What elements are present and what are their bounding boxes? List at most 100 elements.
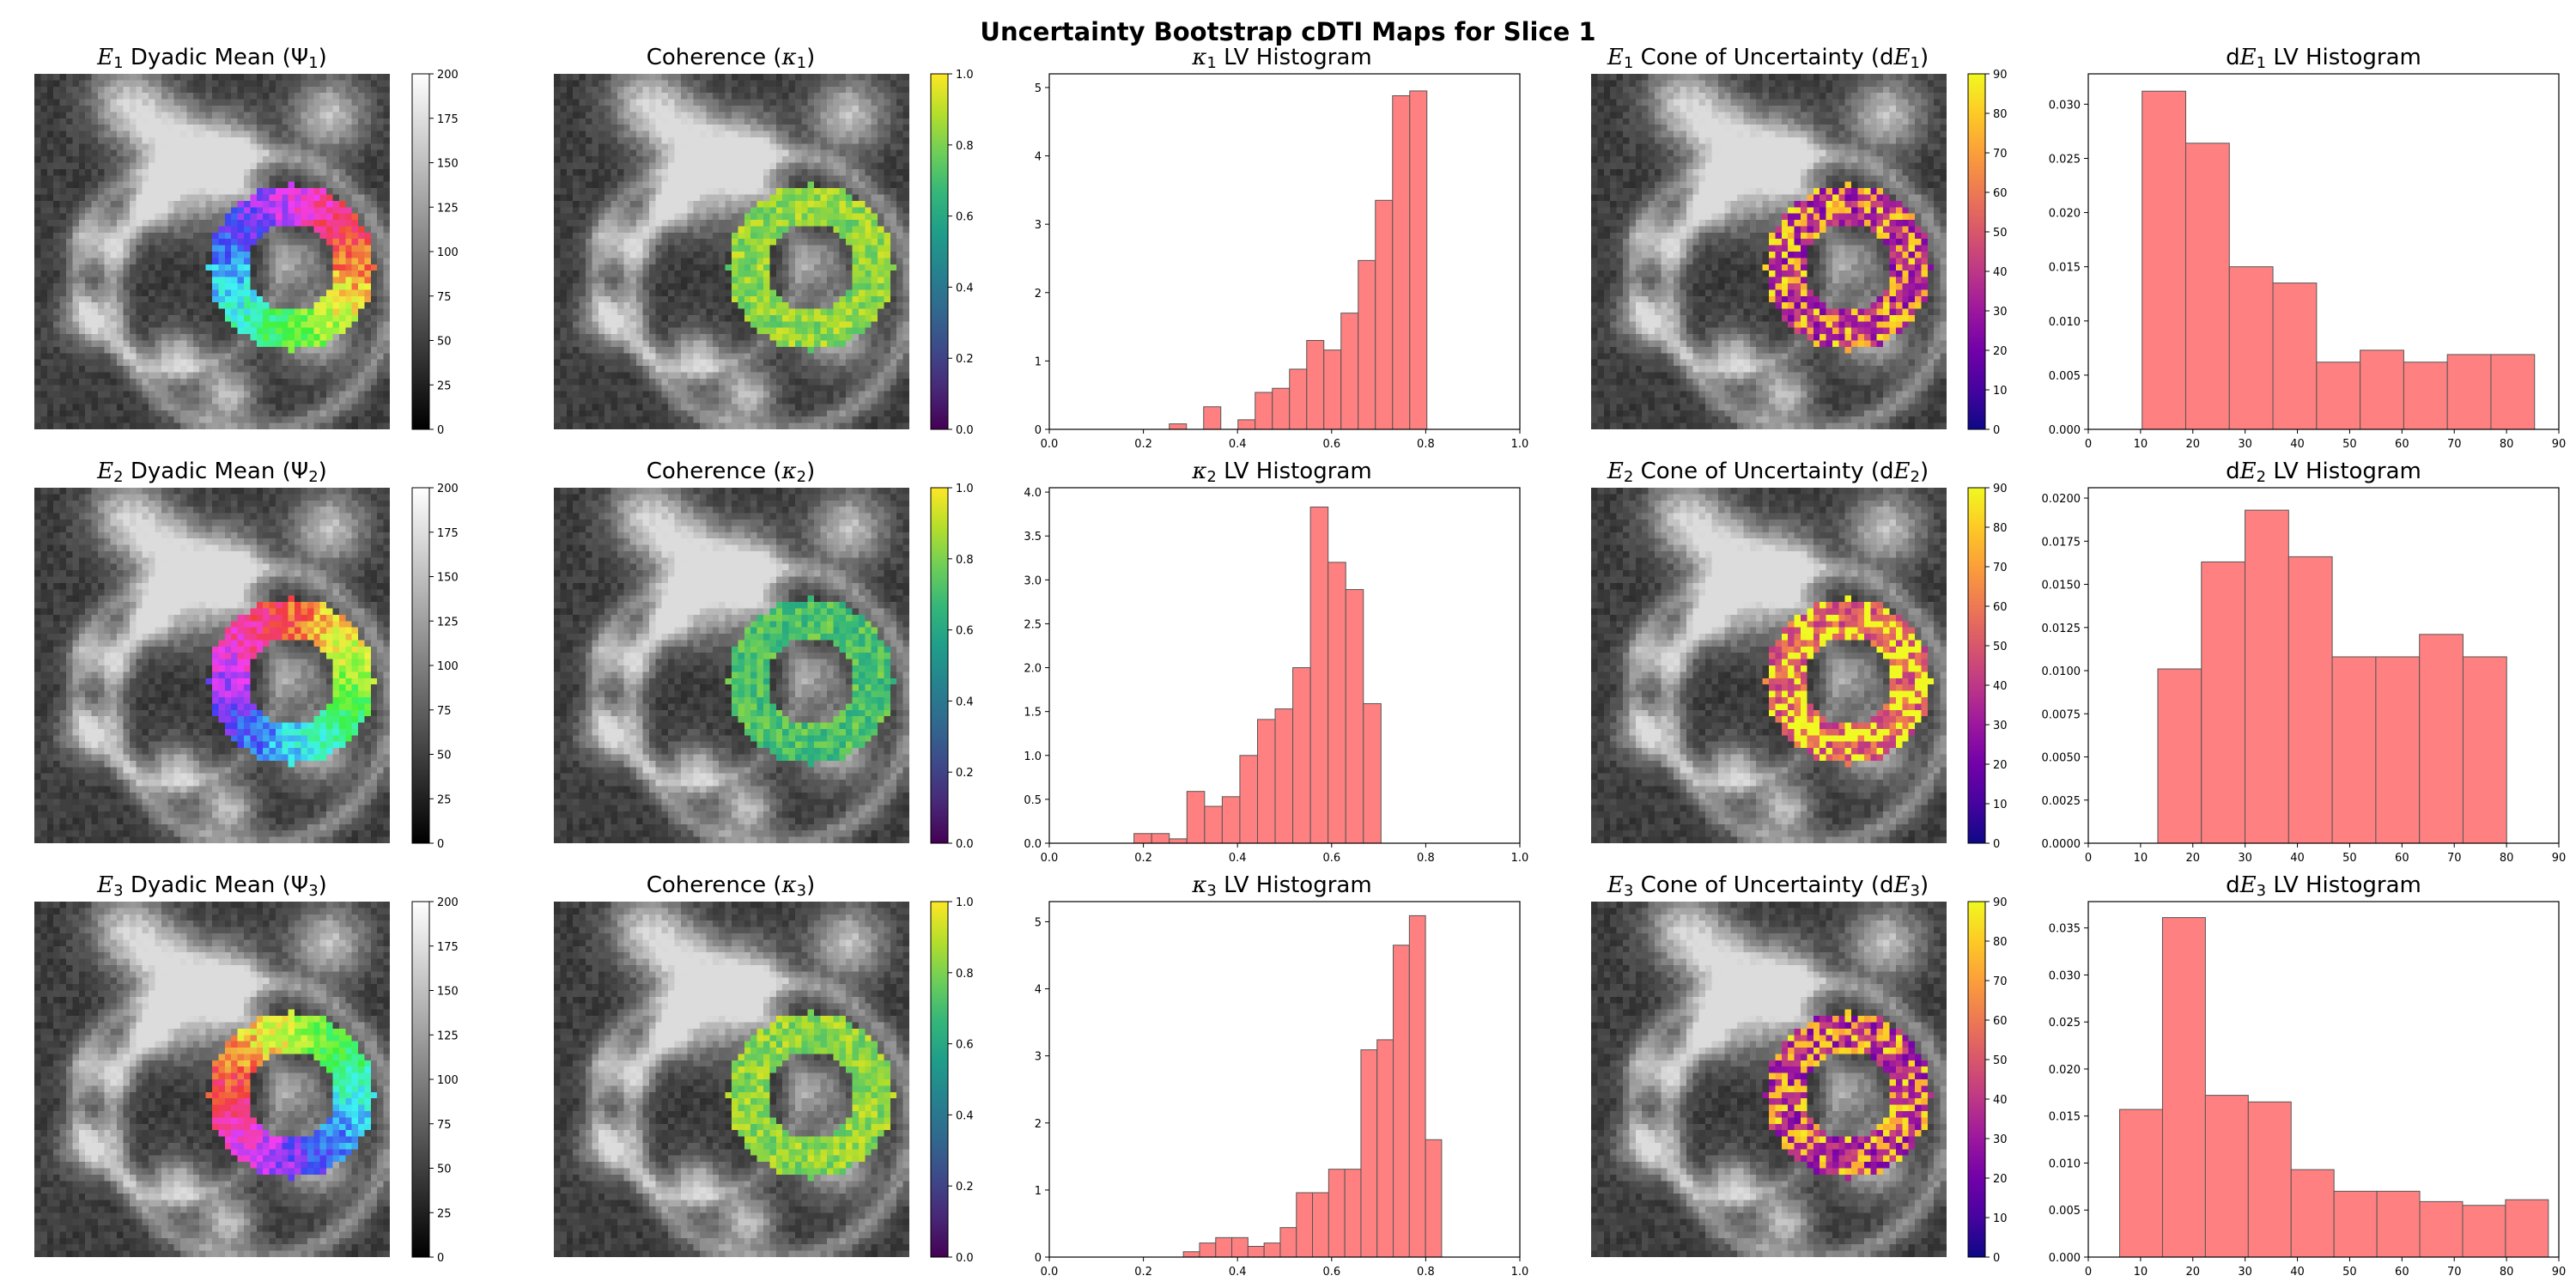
gray-colorbar-row3-tick-label: 125: [437, 1030, 459, 1042]
x-tick-label: 60: [2395, 1266, 2409, 1279]
viridis-colorbar-row2-tick-label: 0.4: [956, 696, 974, 708]
histogram-bar: [1169, 838, 1188, 844]
x-tick-label: 50: [2342, 852, 2357, 865]
x-tick-label: 10: [2134, 852, 2148, 865]
y-tick-label: 3.5: [1024, 531, 1042, 544]
histogram-bar: [1186, 791, 1206, 844]
gray-colorbar-row3-tick-label: 150: [437, 986, 459, 999]
y-tick-label: 3: [1035, 1051, 1042, 1064]
gray-colorbar-row2: [411, 487, 430, 844]
plasma-colorbar-row2-tick-label: 10: [1993, 799, 2008, 811]
plasma-colorbar-row3-tick-label: 10: [1993, 1212, 2008, 1225]
y-tick-label: 0.030: [2049, 99, 2081, 112]
viridis-colorbar-row3-tick-label: 0.0: [956, 1252, 974, 1265]
histogram-bar: [2201, 561, 2246, 844]
x-tick-label: 90: [2552, 438, 2567, 451]
histogram-bar: [1272, 387, 1291, 430]
histogram-bar: [1199, 1242, 1217, 1258]
histogram-bar: [1204, 805, 1223, 844]
y-tick-label: 0.0100: [2042, 665, 2081, 678]
x-tick-label: 70: [2447, 438, 2462, 451]
histogram-bar: [2462, 656, 2507, 844]
histogram-bar: [1263, 1242, 1281, 1258]
x-tick-label: 50: [2342, 1266, 2357, 1279]
histogram-bar: [2161, 917, 2206, 1258]
histogram-bar: [1363, 702, 1382, 844]
histogram-bar: [2119, 1109, 2163, 1258]
x-tick-label: 70: [2447, 1266, 2462, 1279]
histogram-bar: [1169, 423, 1188, 430]
gray-colorbar-row3-tick-label: 75: [437, 1119, 452, 1132]
plasma-colorbar-row1-tick-label: 20: [1993, 345, 2008, 358]
y-tick-label: 2: [1035, 288, 1042, 301]
histogram-bar: [2375, 656, 2421, 844]
viridis-colorbar-row1-tick-label: 0.0: [956, 424, 974, 437]
panel-title-r1c4: E1 Cone of Uncertainty (dE1): [1607, 45, 1929, 72]
gray-colorbar-row1-tick-label: 150: [437, 158, 459, 171]
gray-colorbar-row2-tick-label: 175: [437, 527, 459, 540]
y-tick-label: 3: [1035, 219, 1042, 232]
plasma-colorbar-row3-tick-label: 20: [1993, 1173, 2008, 1186]
x-tick-label: 0: [2085, 1266, 2092, 1279]
y-tick-label: 4.0: [1024, 487, 1042, 500]
plasma-colorbar-row3-tick-label: 0: [1993, 1252, 2000, 1265]
plasma-colorbar-row1-tick-label: 40: [1993, 266, 2008, 279]
panel-title-r2c1: E2 Dyadic Mean (Ψ2): [97, 459, 327, 486]
x-tick-label: 60: [2395, 852, 2409, 865]
panel-title-r3c2: Coherence (κ3): [646, 872, 816, 900]
histogram-5: 0.0 0.2 0.4 0.6 0.8 1.0 0 1 2 3 4 5: [1035, 901, 1528, 1279]
x-tick-label: 0: [2085, 438, 2092, 451]
gray-colorbar-row2-tick-label: 100: [437, 660, 459, 673]
x-tick-label: 10: [2134, 1266, 2148, 1279]
plasma-colorbar-row2-tick-label: 60: [1993, 601, 2008, 614]
histogram-bar: [2331, 656, 2377, 844]
x-tick-label: 20: [2186, 1266, 2201, 1279]
x-tick-label: 60: [2395, 438, 2409, 451]
histogram-bar: [2272, 283, 2318, 430]
histogram-bar: [1247, 1246, 1265, 1258]
panel-title-r1c1: E1 Dyadic Mean (Ψ1): [97, 45, 327, 72]
y-tick-label: 0.0175: [2042, 536, 2081, 549]
histogram-bar: [1231, 1236, 1249, 1258]
cone-map-row3: [1591, 902, 1947, 1257]
coherence-map-row3: [554, 902, 909, 1257]
x-tick-label: 0.2: [1134, 438, 1152, 451]
x-tick-label: 20: [2186, 852, 2201, 865]
plasma-colorbar-row2-tick-label: 0: [1993, 838, 2000, 851]
histogram-bar: [1375, 199, 1394, 430]
histogram-bar: [2287, 556, 2333, 844]
x-tick-label: 10: [2134, 438, 2148, 451]
cone-map-row1: [1591, 74, 1947, 429]
gray-colorbar-row1: [411, 73, 430, 430]
plasma-colorbar-row3-tick-label: 90: [1993, 896, 2008, 909]
gray-colorbar-row3-tick-label: 50: [437, 1163, 452, 1176]
gray-colorbar-row1-tick-label: 100: [437, 246, 459, 259]
x-tick-label: 30: [2238, 438, 2252, 451]
histogram-bar: [2316, 361, 2361, 430]
histogram-bar: [1255, 392, 1273, 430]
y-tick-label: 0.015: [2049, 1111, 2081, 1124]
y-tick-label: 0.0050: [2042, 752, 2081, 765]
gray-colorbar-row1-tick-label: 75: [437, 291, 452, 304]
plasma-colorbar-row1-tick-label: 70: [1993, 148, 2008, 161]
x-tick-label: 0.8: [1417, 438, 1435, 451]
gray-colorbar-row2-tick-label: 75: [437, 705, 452, 718]
histogram-bar: [1237, 419, 1256, 430]
plasma-colorbar-row3-tick-label: 50: [1993, 1054, 2008, 1067]
histogram-bar: [1344, 1169, 1362, 1258]
histogram-bar: [1409, 90, 1428, 430]
gray-colorbar-row2-tick-label: 150: [437, 572, 459, 585]
histogram-bar: [2360, 349, 2404, 430]
y-tick-label: 0.0025: [2042, 795, 2081, 808]
y-tick-label: 4: [1035, 151, 1042, 164]
histogram-bar: [2184, 143, 2230, 430]
dyadic-map-row2: [34, 488, 390, 843]
histogram-bar: [1133, 833, 1152, 844]
viridis-colorbar-row3: [930, 901, 949, 1258]
viridis-colorbar-row2-tick-label: 0.8: [956, 554, 974, 567]
plasma-colorbar-row2-tick-label: 30: [1993, 720, 2008, 732]
histogram-bar: [1221, 796, 1241, 844]
y-tick-label: 0: [1035, 1252, 1042, 1265]
y-tick-label: 1: [1035, 1185, 1042, 1198]
viridis-colorbar-row1-tick-label: 0.2: [956, 353, 974, 366]
